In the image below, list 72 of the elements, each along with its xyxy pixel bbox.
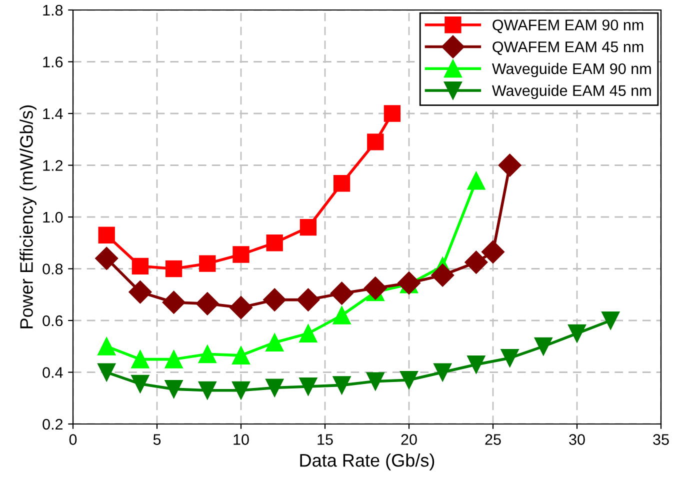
- point: [266, 378, 284, 397]
- point: [164, 380, 183, 398]
- x-tick-label: 35: [653, 434, 669, 445]
- y-tick-label: 1.0: [43, 212, 63, 223]
- x-tick-label: 15: [318, 434, 333, 445]
- point: [232, 246, 250, 263]
- point: [367, 134, 384, 150]
- point: [467, 172, 486, 190]
- point: [162, 290, 186, 314]
- y-tick-label: 0.6: [42, 315, 63, 326]
- y-tick-label: 1.6: [43, 56, 63, 68]
- y-tick-label: 0.4: [42, 367, 63, 378]
- point: [164, 350, 183, 368]
- x-axis-title: Data Rate (Gb/s): [300, 454, 434, 470]
- point: [482, 240, 504, 264]
- x-tick-label: 20: [401, 434, 417, 445]
- point: [165, 260, 182, 278]
- point: [98, 363, 116, 382]
- point: [602, 311, 620, 330]
- point: [296, 288, 320, 312]
- x-tick-label: 5: [153, 434, 161, 445]
- point: [98, 226, 115, 244]
- point: [198, 345, 216, 364]
- y-tick-label: 1.2: [43, 160, 63, 171]
- point: [196, 292, 219, 316]
- x-tick-label: 30: [569, 434, 585, 445]
- point: [400, 370, 418, 390]
- point: [199, 255, 216, 272]
- point: [384, 105, 401, 122]
- point: [332, 306, 351, 324]
- point: [232, 346, 250, 364]
- point: [131, 350, 150, 368]
- x-tick-label: 0: [69, 434, 77, 445]
- point: [568, 324, 586, 342]
- legend-label: Waveguide EAM 90 nm: [492, 62, 651, 78]
- point: [467, 355, 486, 374]
- legend-label: QWAFEM EAM 90 nm: [492, 20, 644, 34]
- point: [498, 154, 522, 177]
- x-tick-label: 10: [234, 434, 249, 445]
- x-tick-label: 25: [485, 434, 501, 445]
- point: [132, 258, 149, 274]
- point: [128, 280, 152, 304]
- y-tick-label: 1.4: [43, 108, 63, 120]
- point: [366, 372, 384, 390]
- point: [364, 276, 387, 300]
- point: [332, 376, 351, 394]
- point: [534, 337, 552, 356]
- y-tick-label: 0.8: [42, 264, 63, 274]
- point: [330, 282, 354, 305]
- y-tick-label: 1.8: [43, 4, 63, 16]
- point: [398, 271, 420, 294]
- point: [232, 381, 250, 400]
- point: [95, 246, 118, 270]
- point: [299, 324, 318, 342]
- y-axis-title: Power Efficiency (mW/Gb/s): [20, 105, 36, 328]
- point: [500, 348, 519, 368]
- point: [333, 175, 350, 192]
- y-tick-label: 0.2: [42, 418, 63, 430]
- point: [464, 250, 488, 274]
- point: [299, 377, 318, 396]
- point: [263, 288, 286, 312]
- point: [230, 296, 252, 320]
- point: [434, 363, 452, 382]
- point: [198, 381, 216, 400]
- point: [98, 337, 116, 356]
- point: [266, 234, 283, 252]
- legend-label: Waveguide EAM 45 nm: [492, 84, 651, 100]
- point: [131, 374, 150, 393]
- point: [266, 333, 284, 352]
- point: [300, 219, 317, 236]
- legend-label: QWAFEM EAM 45 nm: [492, 41, 644, 56]
- point: [431, 264, 454, 287]
